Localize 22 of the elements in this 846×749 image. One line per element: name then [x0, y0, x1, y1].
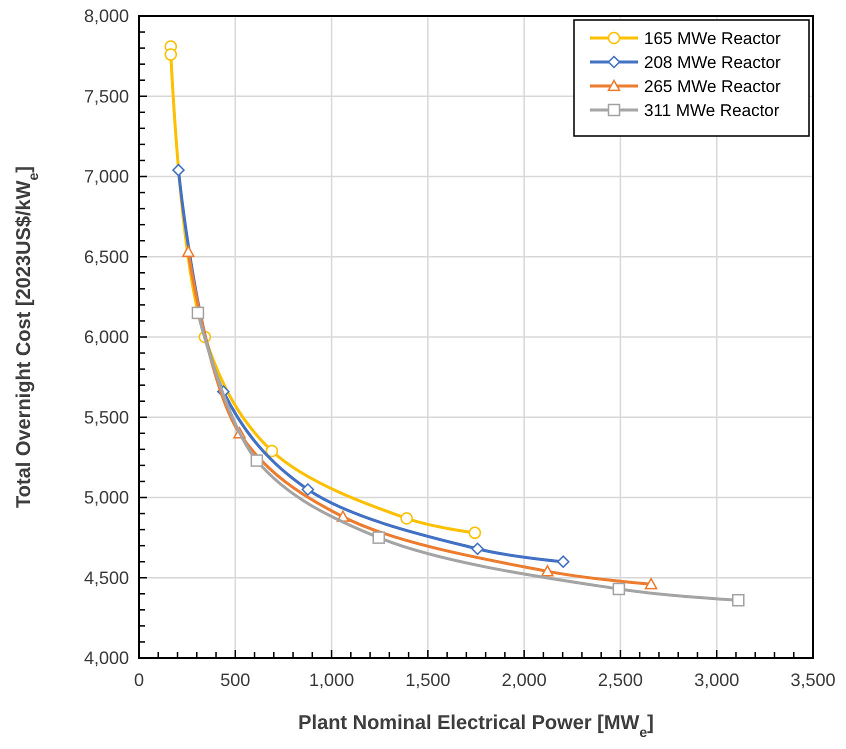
legend-label: 265 MWe Reactor — [644, 77, 782, 96]
x-tick-label: 2,000 — [502, 670, 547, 690]
x-tick-label: 0 — [134, 670, 144, 690]
legend-label: 208 MWe Reactor — [644, 53, 782, 72]
x-tick-label: 3,000 — [694, 670, 740, 690]
x-axis-title: Plant Nominal Electrical Power [MW$_{e}$] — [298, 712, 654, 740]
y-tick-label: 7,500 — [84, 86, 129, 106]
x-tick-label: 3,500 — [790, 670, 836, 690]
x-tick-label: 500 — [220, 670, 250, 690]
y-tick-label: 8,000 — [84, 6, 129, 26]
legend-label: 311 MWe Reactor — [644, 101, 780, 120]
legend-label: 165 MWe Reactor — [644, 29, 782, 48]
y-tick-label: 5,000 — [84, 488, 129, 508]
y-tick-label: 6,000 — [84, 327, 129, 347]
x-tick-label: 2,500 — [598, 670, 643, 690]
y-tick-label: 7,000 — [84, 166, 129, 186]
y-tick-label: 6,500 — [84, 246, 129, 267]
y-tick-label: 5,500 — [84, 407, 129, 428]
x-tick-label: 1,000 — [309, 670, 354, 690]
x-tick-label: 1,500 — [405, 670, 450, 690]
y-tick-label: 4,000 — [84, 648, 129, 668]
y-tick-label: 4,500 — [84, 568, 129, 588]
